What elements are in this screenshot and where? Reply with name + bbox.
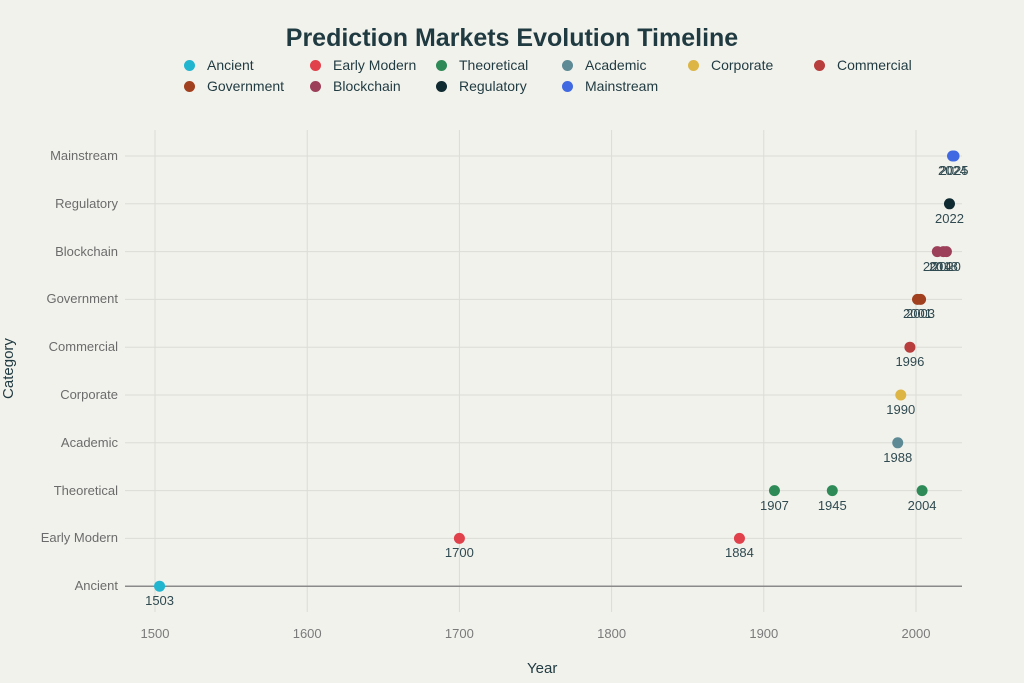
data-point-label: 1945 bbox=[817, 497, 847, 513]
data-point[interactable] bbox=[895, 389, 907, 401]
legend-marker-icon bbox=[436, 60, 447, 71]
y-tick-label: Academic bbox=[60, 434, 118, 450]
x-tick-label: 1500 bbox=[140, 626, 170, 641]
x-tick-label: 1700 bbox=[444, 626, 474, 641]
y-tick-label: Mainstream bbox=[50, 148, 118, 163]
legend-marker-icon bbox=[436, 81, 447, 92]
legend-marker-icon bbox=[310, 81, 321, 92]
legend-marker-icon bbox=[310, 60, 321, 71]
data-point[interactable] bbox=[453, 532, 465, 544]
y-tick-label: Ancient bbox=[74, 578, 118, 594]
x-tick-label: 2000 bbox=[901, 626, 931, 641]
data-point-label: 2001 bbox=[903, 306, 932, 322]
data-point-label: 1990 bbox=[886, 402, 916, 417]
data-point[interactable] bbox=[154, 580, 166, 592]
data-point-label: 2025 bbox=[939, 163, 969, 178]
y-tick-label: Corporate bbox=[60, 387, 118, 402]
data-point[interactable] bbox=[915, 293, 927, 305]
legend-label: Commercial bbox=[837, 57, 912, 73]
data-point-label: 1884 bbox=[724, 545, 754, 561]
legend-label: Mainstream bbox=[585, 78, 659, 94]
x-tick-label: 1600 bbox=[292, 626, 322, 641]
data-point[interactable] bbox=[826, 485, 838, 497]
legend-label: Ancient bbox=[207, 57, 254, 73]
y-tick-label: Early Modern bbox=[40, 530, 118, 546]
data-point[interactable] bbox=[948, 150, 960, 162]
legend-label: Early Modern bbox=[333, 57, 417, 73]
legend-label: Theoretical bbox=[459, 57, 529, 73]
data-point[interactable] bbox=[733, 532, 745, 544]
data-point-label: 2014 bbox=[922, 258, 952, 274]
x-axis-title: Year bbox=[527, 660, 558, 677]
legend-label: Academic bbox=[585, 57, 647, 73]
legend-marker-icon bbox=[184, 60, 195, 71]
data-point[interactable] bbox=[768, 485, 780, 497]
legend-label: Government bbox=[207, 78, 285, 94]
y-tick-label: Commercial bbox=[48, 339, 118, 355]
data-point-label: 1503 bbox=[145, 593, 175, 609]
data-point-label: 2018 bbox=[928, 258, 958, 274]
y-tick-label: Regulatory bbox=[55, 195, 118, 211]
data-point-label: 1907 bbox=[759, 497, 789, 513]
legend-marker-icon bbox=[814, 60, 825, 71]
legend-marker-icon bbox=[688, 60, 699, 71]
data-point-label: 2003 bbox=[906, 306, 936, 322]
y-tick-label: Theoretical bbox=[53, 482, 118, 498]
data-point[interactable] bbox=[916, 485, 928, 497]
data-point[interactable] bbox=[943, 198, 955, 210]
data-point-label: 1700 bbox=[444, 545, 474, 561]
data-point-label: 2022 bbox=[935, 210, 964, 226]
data-point[interactable] bbox=[940, 246, 952, 258]
legend-marker-icon bbox=[184, 81, 195, 92]
data-point-label: 1996 bbox=[895, 354, 925, 370]
chart-title: Prediction Markets Evolution Timeline bbox=[285, 24, 739, 52]
data-point-label: 2024 bbox=[938, 163, 967, 178]
y-axis-title: Category bbox=[0, 338, 17, 399]
legend-label: Blockchain bbox=[333, 78, 401, 94]
legend-label: Corporate bbox=[711, 57, 774, 73]
legend-marker-icon bbox=[562, 81, 573, 92]
x-tick-label: 1900 bbox=[749, 626, 779, 641]
x-tick-label: 1800 bbox=[597, 626, 627, 641]
data-point-label: 1988 bbox=[883, 449, 913, 465]
y-tick-label: Blockchain bbox=[55, 243, 118, 259]
legend-marker-icon bbox=[562, 60, 573, 71]
data-point[interactable] bbox=[904, 341, 916, 353]
data-point-label: 2020 bbox=[931, 258, 961, 274]
legend-label: Regulatory bbox=[459, 78, 527, 94]
data-point-label: 2004 bbox=[907, 497, 937, 513]
y-tick-label: Government bbox=[46, 291, 118, 307]
data-point[interactable] bbox=[892, 437, 904, 449]
